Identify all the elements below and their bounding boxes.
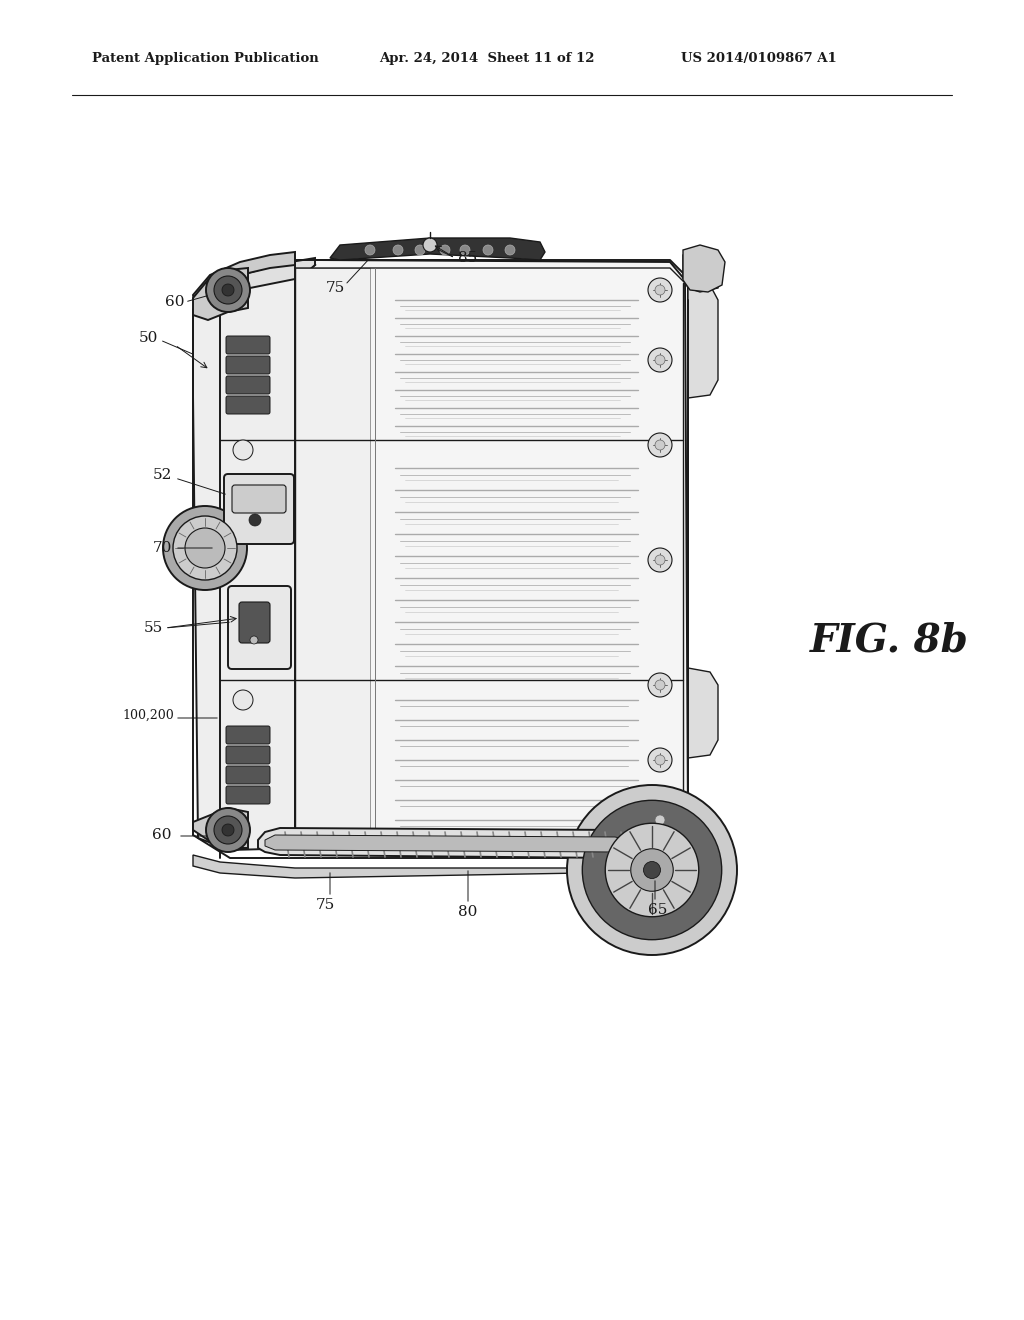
Circle shape (185, 528, 225, 568)
Circle shape (250, 636, 258, 644)
Circle shape (655, 814, 665, 825)
FancyBboxPatch shape (224, 474, 294, 544)
Circle shape (393, 246, 403, 255)
FancyBboxPatch shape (226, 785, 270, 804)
Circle shape (222, 824, 234, 836)
FancyBboxPatch shape (226, 356, 270, 374)
Circle shape (655, 554, 665, 565)
Text: 80: 80 (459, 906, 477, 919)
FancyBboxPatch shape (226, 337, 270, 354)
Circle shape (655, 355, 665, 366)
Circle shape (222, 284, 234, 296)
FancyBboxPatch shape (226, 766, 270, 784)
Text: 60: 60 (165, 294, 184, 309)
FancyBboxPatch shape (239, 602, 270, 643)
Text: 65: 65 (648, 903, 668, 917)
Polygon shape (193, 808, 248, 847)
Polygon shape (215, 257, 315, 294)
Text: 52: 52 (153, 469, 172, 482)
Text: 50: 50 (138, 331, 158, 345)
Circle shape (206, 808, 250, 851)
Circle shape (655, 680, 665, 690)
Circle shape (206, 268, 250, 312)
Text: 55: 55 (143, 620, 163, 635)
Circle shape (505, 246, 515, 255)
Text: 85: 85 (459, 251, 477, 265)
FancyBboxPatch shape (232, 484, 286, 513)
Circle shape (655, 285, 665, 294)
Text: 75: 75 (326, 281, 345, 294)
Polygon shape (193, 268, 248, 319)
Circle shape (483, 246, 493, 255)
Circle shape (173, 516, 237, 579)
Circle shape (655, 755, 665, 766)
FancyBboxPatch shape (226, 726, 270, 744)
Polygon shape (193, 855, 670, 878)
Polygon shape (193, 252, 295, 308)
Circle shape (605, 824, 698, 917)
Circle shape (648, 808, 672, 832)
Polygon shape (683, 246, 725, 292)
Circle shape (440, 246, 450, 255)
Circle shape (249, 513, 261, 525)
Polygon shape (298, 260, 688, 847)
Circle shape (648, 279, 672, 302)
Text: 70: 70 (153, 541, 172, 554)
FancyBboxPatch shape (228, 586, 291, 669)
Circle shape (648, 348, 672, 372)
Polygon shape (265, 836, 640, 851)
Circle shape (233, 690, 253, 710)
Circle shape (423, 238, 437, 252)
Polygon shape (688, 668, 718, 758)
Circle shape (631, 849, 673, 891)
Text: FIG. 8b: FIG. 8b (810, 620, 969, 659)
FancyBboxPatch shape (226, 396, 270, 414)
Circle shape (460, 246, 470, 255)
Text: Apr. 24, 2014  Sheet 11 of 12: Apr. 24, 2014 Sheet 11 of 12 (379, 51, 594, 65)
Polygon shape (688, 279, 718, 399)
Circle shape (648, 748, 672, 772)
Text: Patent Application Publication: Patent Application Publication (92, 51, 318, 65)
FancyBboxPatch shape (226, 746, 270, 764)
Circle shape (415, 246, 425, 255)
Polygon shape (683, 252, 720, 292)
Text: 60: 60 (153, 828, 172, 842)
Circle shape (214, 276, 242, 304)
Circle shape (648, 548, 672, 572)
Circle shape (163, 506, 247, 590)
Polygon shape (600, 830, 718, 880)
Circle shape (655, 440, 665, 450)
Text: 100,200: 100,200 (122, 709, 174, 722)
Circle shape (567, 785, 737, 954)
Polygon shape (193, 261, 315, 850)
FancyBboxPatch shape (295, 268, 370, 843)
Polygon shape (258, 828, 655, 858)
Polygon shape (330, 238, 545, 260)
Circle shape (365, 246, 375, 255)
Circle shape (648, 433, 672, 457)
Circle shape (214, 816, 242, 843)
Text: US 2014/0109867 A1: US 2014/0109867 A1 (681, 51, 837, 65)
Circle shape (233, 440, 253, 459)
Circle shape (583, 800, 722, 940)
Circle shape (643, 862, 660, 879)
Text: 75: 75 (315, 898, 335, 912)
FancyBboxPatch shape (226, 376, 270, 393)
Circle shape (648, 673, 672, 697)
